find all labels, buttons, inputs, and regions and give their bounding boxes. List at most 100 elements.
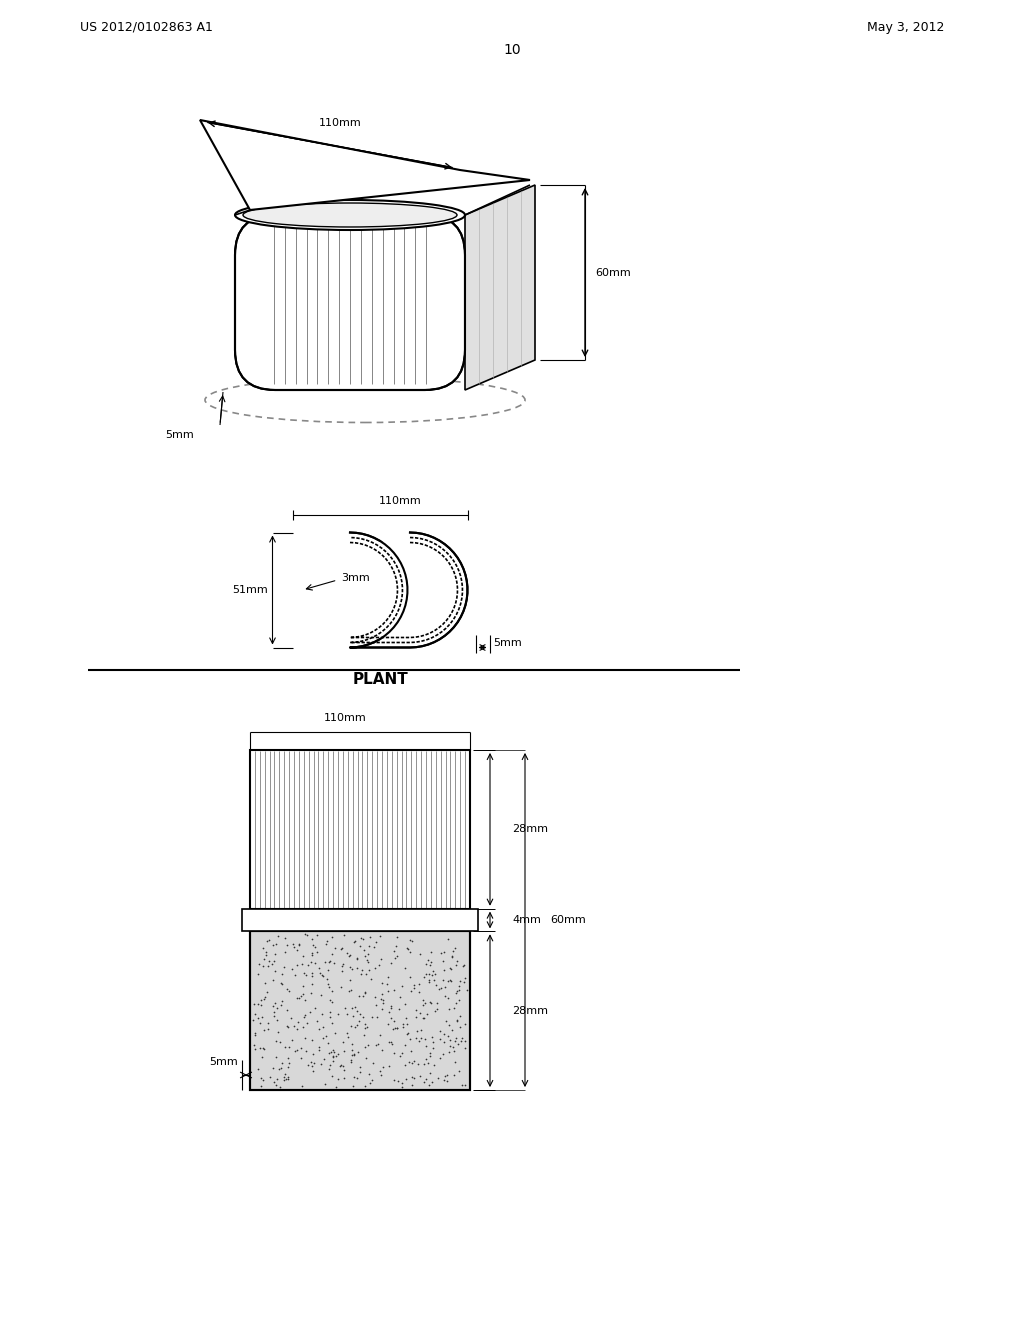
- Point: [385, 1018, 401, 1039]
- Point: [397, 1055, 414, 1076]
- Point: [306, 952, 323, 973]
- Point: [344, 1034, 360, 1055]
- Point: [254, 1047, 270, 1068]
- Point: [336, 1040, 352, 1061]
- Point: [413, 1027, 429, 1048]
- Point: [311, 1036, 328, 1057]
- Point: [380, 1014, 396, 1035]
- Point: [398, 1014, 415, 1035]
- Point: [385, 1041, 401, 1063]
- Point: [345, 931, 361, 952]
- Point: [253, 1076, 269, 1097]
- Point: [439, 928, 456, 949]
- Point: [336, 925, 352, 946]
- Point: [380, 981, 396, 1002]
- Point: [403, 1074, 420, 1096]
- Point: [291, 935, 307, 956]
- Point: [445, 1040, 462, 1061]
- Point: [386, 1010, 402, 1031]
- Text: 110mm: 110mm: [324, 713, 367, 723]
- Point: [436, 1069, 453, 1090]
- Point: [284, 958, 300, 979]
- Point: [353, 960, 370, 981]
- Point: [341, 945, 357, 966]
- Polygon shape: [350, 543, 458, 638]
- Point: [365, 1052, 381, 1073]
- Point: [346, 1044, 362, 1065]
- Point: [412, 1002, 428, 1023]
- Point: [317, 1074, 334, 1096]
- Point: [295, 945, 311, 966]
- Point: [349, 1001, 366, 1022]
- Point: [280, 1069, 296, 1090]
- Point: [342, 945, 358, 966]
- Point: [342, 969, 358, 990]
- Point: [449, 954, 465, 975]
- Point: [318, 933, 335, 954]
- Point: [280, 935, 296, 956]
- Point: [404, 1053, 421, 1074]
- Point: [457, 1031, 473, 1052]
- Text: 60mm: 60mm: [550, 915, 586, 925]
- Point: [424, 961, 440, 982]
- Point: [314, 965, 331, 986]
- Point: [286, 937, 302, 958]
- Point: [303, 928, 319, 949]
- Point: [430, 1067, 446, 1088]
- Point: [439, 1026, 456, 1047]
- Point: [419, 1003, 435, 1024]
- Point: [370, 1034, 386, 1055]
- Point: [431, 978, 447, 999]
- Point: [267, 1074, 284, 1096]
- Point: [451, 975, 467, 997]
- Point: [385, 979, 401, 1001]
- Point: [411, 974, 427, 995]
- Point: [394, 1014, 411, 1035]
- Point: [346, 931, 362, 952]
- Point: [367, 957, 383, 978]
- Point: [417, 993, 433, 1014]
- Point: [266, 950, 283, 972]
- Point: [304, 945, 321, 966]
- Point: [352, 964, 369, 985]
- Point: [418, 953, 434, 974]
- Point: [443, 945, 460, 966]
- Point: [256, 1039, 272, 1060]
- Text: 110mm: 110mm: [379, 495, 421, 506]
- Point: [330, 1068, 346, 1089]
- Point: [365, 1007, 381, 1028]
- Point: [295, 1016, 311, 1038]
- Point: [418, 1035, 434, 1056]
- Point: [347, 997, 364, 1018]
- Point: [270, 925, 287, 946]
- Point: [420, 1053, 436, 1074]
- Point: [334, 956, 350, 977]
- Point: [391, 998, 408, 1019]
- Point: [381, 1031, 397, 1052]
- Point: [352, 1057, 369, 1078]
- Point: [442, 1030, 459, 1051]
- Point: [446, 1065, 463, 1086]
- Point: [374, 999, 390, 1020]
- Point: [281, 1048, 297, 1069]
- Point: [426, 970, 442, 991]
- Point: [394, 1072, 411, 1093]
- Point: [425, 1038, 441, 1059]
- Point: [255, 1069, 271, 1090]
- Point: [391, 986, 408, 1007]
- Point: [256, 989, 272, 1010]
- Text: 28mm: 28mm: [512, 1006, 548, 1015]
- Point: [389, 1018, 406, 1039]
- Point: [457, 1038, 473, 1059]
- Point: [360, 936, 377, 957]
- Point: [250, 1008, 266, 1030]
- Point: [293, 1048, 309, 1069]
- Point: [417, 1028, 433, 1049]
- Point: [259, 931, 275, 952]
- Point: [387, 948, 403, 969]
- Text: 5mm: 5mm: [166, 430, 195, 440]
- Point: [422, 954, 438, 975]
- Point: [415, 989, 431, 1010]
- Point: [408, 999, 424, 1020]
- Point: [299, 1012, 315, 1034]
